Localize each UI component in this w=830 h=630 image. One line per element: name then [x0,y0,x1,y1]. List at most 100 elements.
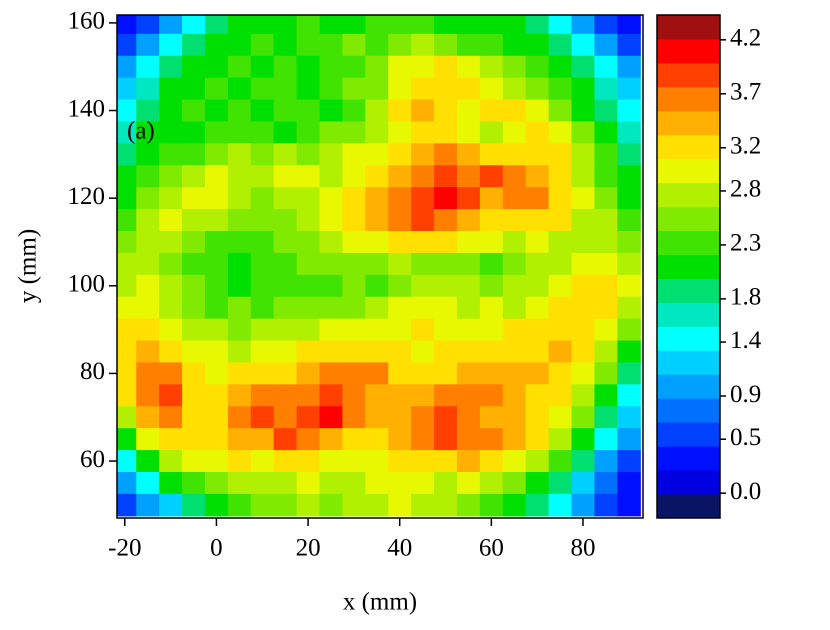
heat-cell [617,165,641,188]
x-tick-label: 20 [296,535,321,562]
colorbar-band [657,422,720,447]
heat-cell [159,406,183,429]
y-tick-label: 100 [68,271,106,298]
heat-cell [548,165,573,188]
heat-cell [182,77,206,101]
heat-cell [296,99,321,123]
heat-cell [342,209,366,232]
heat-cell [342,55,366,79]
heat-cell [273,209,298,232]
y-tick-label: 140 [68,95,106,122]
heat-cell [117,450,137,473]
heat-cell [411,209,435,232]
heat-cell [227,318,252,342]
heat-cell [159,77,183,101]
heat-cell [571,15,596,35]
heat-cell [525,165,550,188]
heat-cell [525,471,550,495]
heat-cell [159,318,183,342]
heat-cell [479,55,504,79]
colorbar-band [657,470,720,495]
heat-cell [227,296,252,320]
heat-cell [273,450,298,473]
heat-cell [182,274,206,298]
heat-cell [296,450,321,473]
heat-cell [296,121,321,144]
heat-cell [456,209,481,232]
heat-cell [136,384,160,407]
heat-cell [182,143,206,166]
heat-cell [617,209,641,232]
heat-cell [250,33,275,57]
heat-cell [594,143,618,166]
heat-cell [365,406,389,429]
heat-cell [319,55,344,79]
heat-cell [319,274,344,298]
heat-cell [548,99,573,123]
heat-cell [342,252,366,276]
heat-cell [204,450,229,473]
heat-cell [479,471,504,495]
heat-cell [525,362,550,385]
heat-cell [571,318,596,342]
heat-cell [250,384,275,407]
colorbar-band [657,302,720,327]
heat-cell [456,77,481,101]
heat-cell [182,362,206,385]
heat-cell [159,296,183,320]
heat-cell [159,231,183,254]
heat-cell [548,406,573,429]
heat-cell [182,384,206,407]
heat-cell [456,384,481,407]
heat-cell [159,187,183,210]
heat-cell [594,450,618,473]
heat-cell [159,471,183,495]
heat-cell [434,471,458,495]
heat-cell [525,33,550,57]
heat-cell [117,33,137,57]
heat-cell [548,428,573,451]
heat-cell [411,274,435,298]
colorbar-tick-label: 2.8 [730,176,761,203]
heat-cell [456,471,481,495]
heat-cell [117,15,137,35]
heat-cell [571,252,596,276]
heat-cell [548,296,573,320]
heat-cell [319,384,344,407]
heat-cell [456,318,481,342]
heat-cell [594,55,618,79]
heat-cell [296,55,321,79]
heat-cell [479,15,504,35]
colorbar-band [657,350,720,375]
heat-cell [319,99,344,123]
heat-cell [204,252,229,276]
heat-cell [594,318,618,342]
heat-cell [479,165,504,188]
heat-cell [479,77,504,101]
heat-cell [388,165,412,188]
heat-cell [273,15,298,35]
heat-cell [117,55,137,79]
heat-cell [617,340,641,364]
heat-cell [182,406,206,429]
heat-cell [594,274,618,298]
heat-cell [571,340,596,364]
colorbar-tick-label: 0.0 [730,478,761,505]
heat-cell [227,340,252,364]
heat-cell [319,165,344,188]
heat-cell [182,252,206,276]
heat-cell [571,143,596,166]
heat-cell [296,406,321,429]
heat-cell [594,77,618,101]
heat-cell [159,493,183,517]
heat-cell [136,362,160,385]
heat-cell [117,77,137,101]
heat-cell [296,187,321,210]
heat-cell [342,428,366,451]
heat-cell [342,77,366,101]
heat-cell [227,252,252,276]
heat-cell [571,450,596,473]
heat-cell [434,143,458,166]
heat-cell [273,252,298,276]
